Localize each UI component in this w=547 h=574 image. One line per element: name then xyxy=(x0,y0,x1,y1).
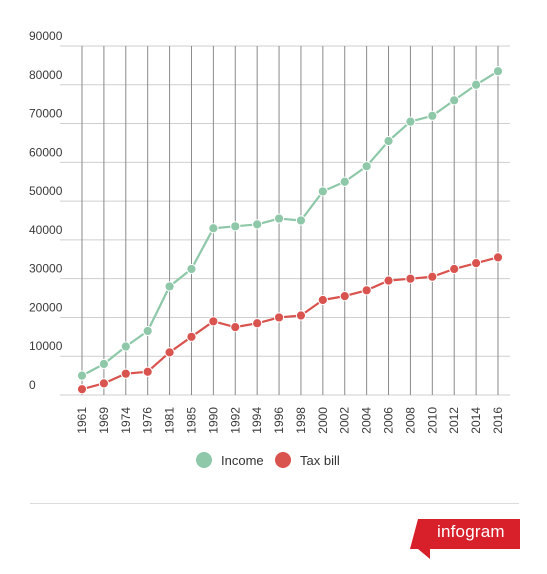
x-tick-label-1985: 1985 xyxy=(184,407,198,434)
data-point-income-1961 xyxy=(76,370,88,381)
legend-label-income: Income xyxy=(221,452,264,468)
data-point-income-2004 xyxy=(361,161,372,172)
legend-marker-income xyxy=(196,452,212,468)
x-tick-label-2000: 2000 xyxy=(316,407,330,434)
x-tick-label-1996: 1996 xyxy=(272,407,286,434)
x-tick-label-1974: 1974 xyxy=(119,407,133,434)
infogram-logo[interactable]: infogram xyxy=(410,519,520,559)
x-tick-label-2002: 2002 xyxy=(338,407,352,434)
legend-label-tax-bill: Tax bill xyxy=(300,452,340,468)
data-point-income-1974 xyxy=(120,341,131,352)
data-point-income-2002 xyxy=(339,176,350,187)
footer-divider xyxy=(30,503,519,504)
data-point-tax-bill-2012 xyxy=(449,263,460,275)
data-point-income-1994 xyxy=(252,219,263,230)
y-tick-label-10000: 10000 xyxy=(29,339,63,353)
data-point-tax-bill-1981 xyxy=(164,347,175,358)
data-point-income-1976 xyxy=(142,325,153,337)
x-tick-label-2006: 2006 xyxy=(382,407,396,434)
legend-item-income[interactable]: Income xyxy=(196,452,264,468)
y-tick-label-50000: 50000 xyxy=(29,184,63,198)
x-tick-label-1961: 1961 xyxy=(75,407,89,434)
data-point-income-1990 xyxy=(208,223,219,234)
data-point-tax-bill-1992 xyxy=(230,322,241,333)
data-point-tax-bill-2002 xyxy=(339,291,350,302)
x-tick-label-1998: 1998 xyxy=(294,407,308,434)
data-point-income-1998 xyxy=(295,215,307,226)
data-point-tax-bill-1976 xyxy=(142,366,153,377)
y-tick-label-90000: 90000 xyxy=(29,29,63,43)
x-tick-label-2012: 2012 xyxy=(447,407,461,434)
x-tick-label-1969: 1969 xyxy=(97,407,111,434)
data-point-income-2006 xyxy=(383,135,394,147)
data-point-tax-bill-2000 xyxy=(317,294,328,306)
data-point-tax-bill-1974 xyxy=(120,368,131,379)
legend-item-tax-bill[interactable]: Tax bill xyxy=(275,452,340,468)
x-tick-label-1994: 1994 xyxy=(250,407,264,434)
data-point-tax-bill-2006 xyxy=(383,275,394,286)
data-point-tax-bill-2008 xyxy=(405,273,416,284)
data-point-tax-bill-2016 xyxy=(492,252,504,263)
x-tick-label-2014: 2014 xyxy=(469,407,483,434)
x-tick-label-1981: 1981 xyxy=(163,407,177,434)
data-point-income-2000 xyxy=(317,186,328,197)
x-tick-label-2016: 2016 xyxy=(491,407,505,434)
x-tick-label-2008: 2008 xyxy=(403,407,417,434)
data-point-tax-bill-2004 xyxy=(361,285,372,296)
y-tick-label-60000: 60000 xyxy=(29,145,63,159)
data-point-tax-bill-1996 xyxy=(273,312,285,323)
data-point-income-2008 xyxy=(405,116,416,127)
data-point-tax-bill-1994 xyxy=(252,318,263,329)
x-tick-label-2010: 2010 xyxy=(425,407,439,434)
data-point-income-1981 xyxy=(164,281,175,292)
data-point-tax-bill-1969 xyxy=(98,378,109,389)
legend: Income Tax bill xyxy=(0,452,547,474)
data-point-tax-bill-1998 xyxy=(295,310,307,321)
data-point-income-1996 xyxy=(273,213,285,224)
y-tick-label-80000: 80000 xyxy=(29,68,63,82)
data-point-income-2010 xyxy=(427,110,438,121)
data-point-tax-bill-1990 xyxy=(208,316,219,327)
data-point-tax-bill-1985 xyxy=(186,331,197,342)
line-chart: 9000080000700006000050000400003000020000… xyxy=(29,29,510,434)
y-tick-label-30000: 30000 xyxy=(29,262,63,276)
data-point-income-2014 xyxy=(471,79,482,90)
data-point-tax-bill-2014 xyxy=(471,258,482,269)
y-tick-label-70000: 70000 xyxy=(29,107,63,121)
x-tick-label-1990: 1990 xyxy=(206,407,220,434)
data-point-income-1992 xyxy=(230,221,241,232)
infogram-logo-badge xyxy=(410,519,520,559)
x-tick-label-2004: 2004 xyxy=(360,407,374,434)
data-point-income-2016 xyxy=(492,66,504,77)
data-point-income-1969 xyxy=(98,358,109,370)
infogram-logo-text: infogram xyxy=(437,522,505,541)
x-tick-label-1976: 1976 xyxy=(141,407,155,434)
y-tick-label-20000: 20000 xyxy=(29,300,63,314)
y-tick-label-0: 0 xyxy=(29,378,36,392)
x-tick-label-1992: 1992 xyxy=(228,407,242,434)
data-point-income-1985 xyxy=(186,263,197,275)
data-point-income-2012 xyxy=(449,95,460,106)
y-tick-label-40000: 40000 xyxy=(29,223,63,237)
data-point-tax-bill-1961 xyxy=(76,384,88,395)
legend-marker-tax-bill xyxy=(275,452,291,468)
data-point-tax-bill-2010 xyxy=(427,271,438,282)
